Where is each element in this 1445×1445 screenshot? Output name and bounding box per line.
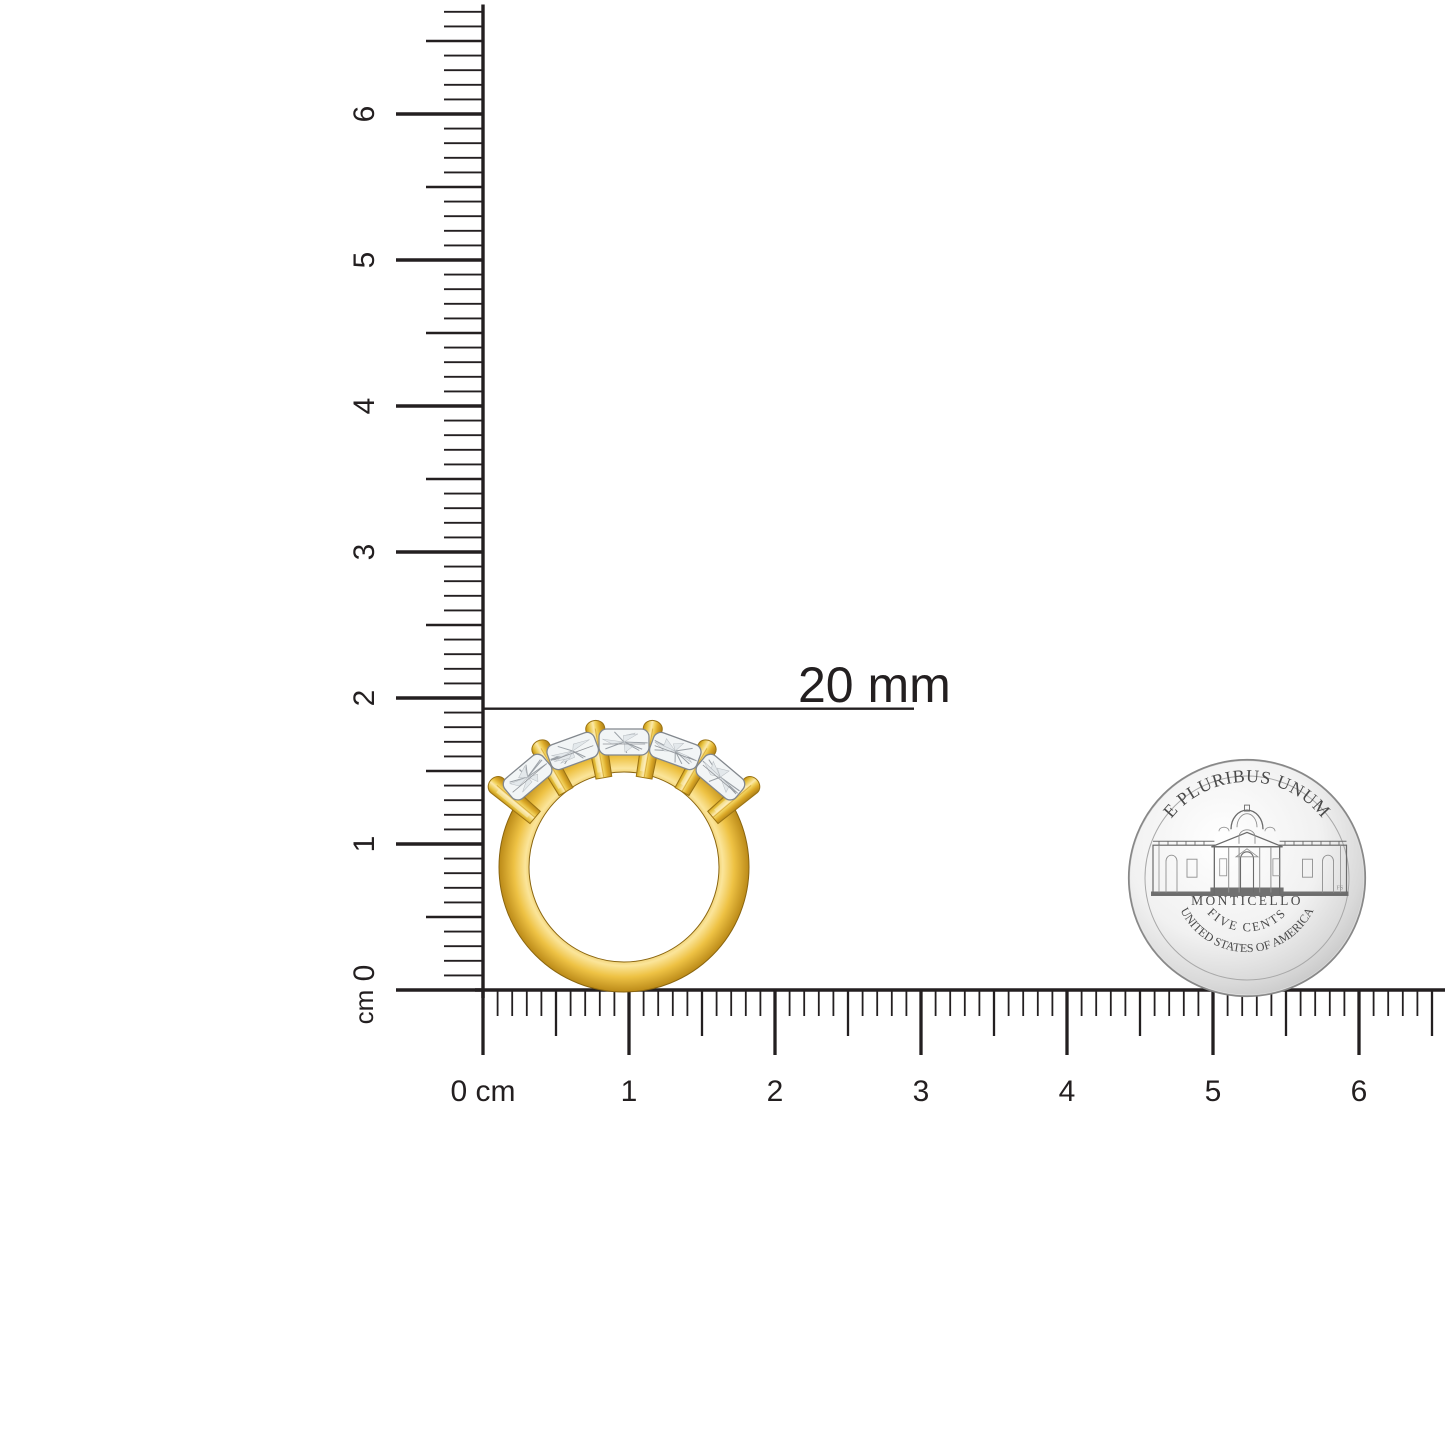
- svg-text:3: 3: [348, 544, 381, 561]
- svg-text:FS: FS: [1337, 886, 1344, 892]
- svg-text:20 mm: 20 mm: [798, 657, 951, 713]
- svg-text:0: 0: [348, 965, 381, 982]
- svg-text:0 cm: 0 cm: [450, 1075, 515, 1108]
- svg-text:6: 6: [1351, 1075, 1368, 1108]
- svg-text:2: 2: [767, 1075, 784, 1108]
- svg-text:1: 1: [348, 836, 381, 853]
- svg-text:4: 4: [1059, 1075, 1076, 1108]
- svg-text:1: 1: [621, 1075, 638, 1108]
- svg-text:MONTICELLO: MONTICELLO: [1191, 893, 1303, 908]
- svg-text:6: 6: [348, 106, 381, 123]
- svg-text:5: 5: [348, 252, 381, 269]
- svg-text:cm: cm: [349, 990, 379, 1025]
- svg-text:2: 2: [348, 690, 381, 707]
- svg-text:5: 5: [1205, 1075, 1222, 1108]
- svg-text:4: 4: [348, 398, 381, 415]
- svg-text:3: 3: [913, 1075, 930, 1108]
